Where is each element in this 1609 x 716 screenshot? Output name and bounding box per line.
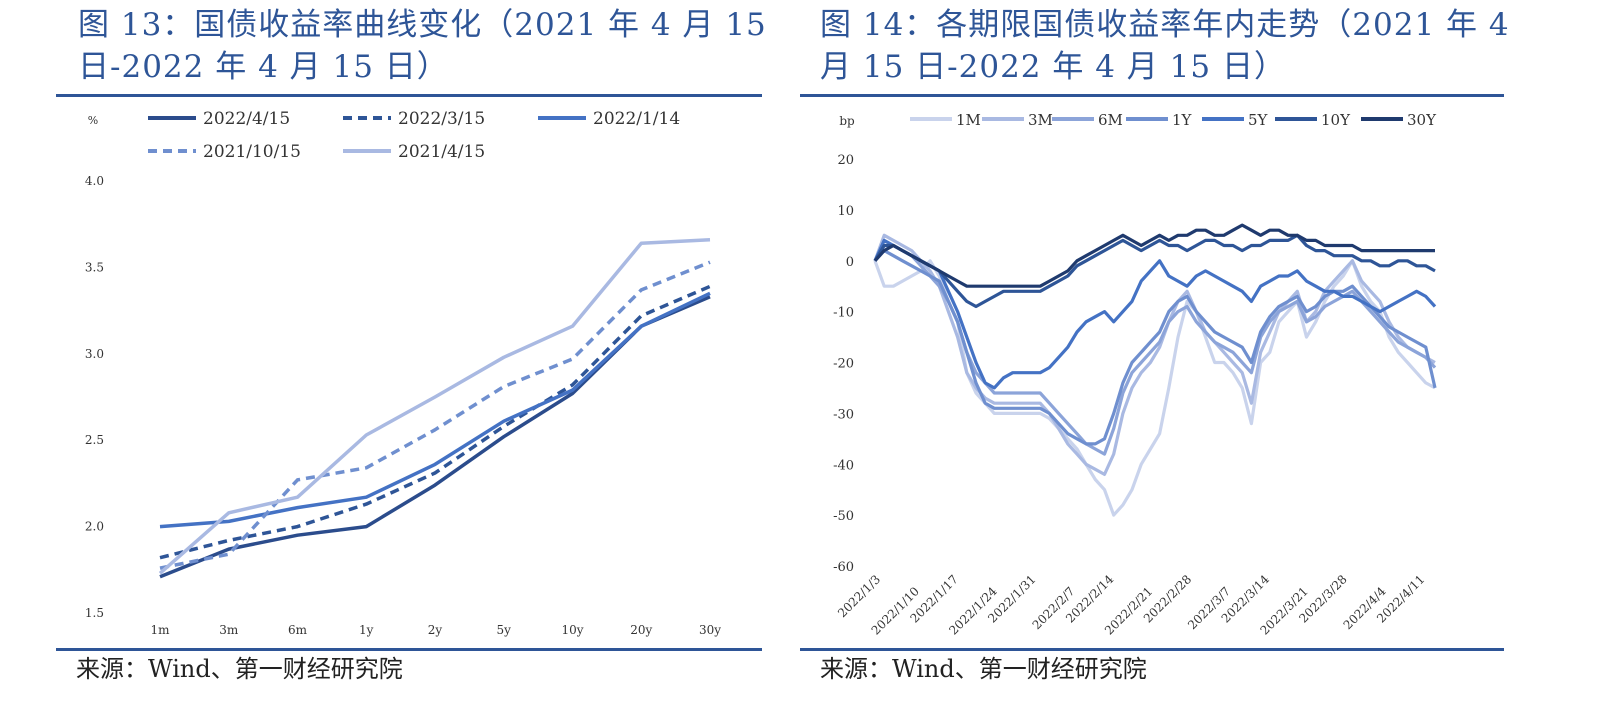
y-tick-label: -50 [833, 509, 854, 524]
yield-curve-chart: % 1.5 2.0 2.5 3.0 3.5 4.0 1m 3m 6m 1y 2y 5y 10y 20y 30y… [85, 109, 721, 637]
series-line-6m [873, 243, 1437, 456]
figure-14-bottom-rule [800, 648, 1504, 651]
y-tick-label: 10 [837, 204, 854, 219]
figure-13-panel: 图 13：国债收益率曲线变化（2021 年 4 月 15 日-2022 年 4 … [0, 0, 790, 716]
series-line-2022-1-14 [159, 291, 711, 529]
y-tick-label: -60 [833, 560, 854, 575]
series-line-1y [873, 249, 1437, 446]
y-tick-label: 3.0 [85, 347, 104, 361]
y-tick-label: -30 [833, 407, 854, 422]
series-line-30y [873, 223, 1435, 288]
figure-13-title: 图 13：国债收益率曲线变化（2021 年 4 月 15 日-2022 年 4 … [78, 7, 767, 85]
series-line-10y [873, 233, 1436, 309]
x-tick-label: 1m [150, 623, 170, 637]
legend-label-2022-1-14: 2022/1/14 [593, 109, 680, 129]
y-unit-label: bp [839, 114, 855, 128]
legend-label-10y: 10Y [1321, 111, 1351, 129]
y-tick-label: 3.5 [85, 260, 104, 274]
legend-label-2022-3-15: 2022/3/15 [398, 109, 485, 129]
x-tick-label: 10y [561, 623, 583, 637]
series-line-3m [873, 233, 1436, 476]
series-line-5y [873, 238, 1437, 390]
y-tick-label: 2.5 [85, 433, 104, 447]
legend-label-2022-4-15: 2022/4/15 [203, 109, 290, 129]
y-tick-label: -20 [833, 357, 854, 372]
y-tick-label: 0 [846, 255, 854, 270]
x-tick-label: 20y [630, 623, 652, 637]
legend-label-1y: 1Y [1172, 111, 1193, 129]
series-line-2021-4-15 [158, 238, 711, 575]
figure-14-title: 图 14：各期限国债收益率年内走势（2021 年 4 月 15 日-2022 年… [820, 7, 1510, 85]
figure-13-source: 来源：Wind、第一财经研究院 [76, 655, 403, 683]
legend-label-3m: 3M [1028, 111, 1053, 129]
legend-label-2021-4-15: 2021/4/15 [398, 142, 485, 162]
y-unit-label: % [88, 114, 98, 127]
y-tick-label: 2.0 [85, 520, 104, 534]
x-tick-label: 3m [219, 623, 239, 637]
figure-13-top-rule [56, 94, 762, 97]
yield-trend-chart: bp-60-50-40-30-20-10010202022/1/32022/1/… [833, 111, 1437, 638]
series-line-1m [873, 259, 1436, 517]
legend-label-30y: 30Y [1407, 111, 1437, 129]
x-tick-label: 30y [699, 623, 721, 637]
y-tick-label: -40 [833, 458, 854, 473]
x-tick-label: 6m [288, 623, 308, 637]
figure-14-source: 来源：Wind、第一财经研究院 [820, 655, 1147, 683]
y-tick-label: 1.5 [85, 606, 104, 620]
figure-13-bottom-rule [56, 648, 762, 651]
legend-label-5y: 5Y [1248, 111, 1269, 129]
x-tick-label: 2y [428, 623, 443, 637]
x-tick-label: 2022/1/3 [835, 572, 883, 620]
figure-14-panel: 图 14：各期限国债收益率年内走势（2021 年 4 月 15 日-2022 年… [800, 0, 1609, 716]
y-tick-label: 4.0 [85, 174, 104, 188]
legend-label-1m: 1M [956, 111, 981, 129]
x-tick-label: 5y [497, 623, 512, 637]
series-line-2022-3-15 [159, 284, 711, 560]
y-tick-label: -10 [833, 306, 854, 321]
x-tick-label: 1y [359, 623, 374, 637]
legend-label-2021-10-15: 2021/10/15 [203, 142, 301, 162]
series-line-2021-10-15 [159, 260, 711, 570]
legend-label-6m: 6M [1098, 111, 1123, 129]
figure-14-top-rule [800, 94, 1504, 97]
y-tick-label: 20 [837, 153, 854, 168]
